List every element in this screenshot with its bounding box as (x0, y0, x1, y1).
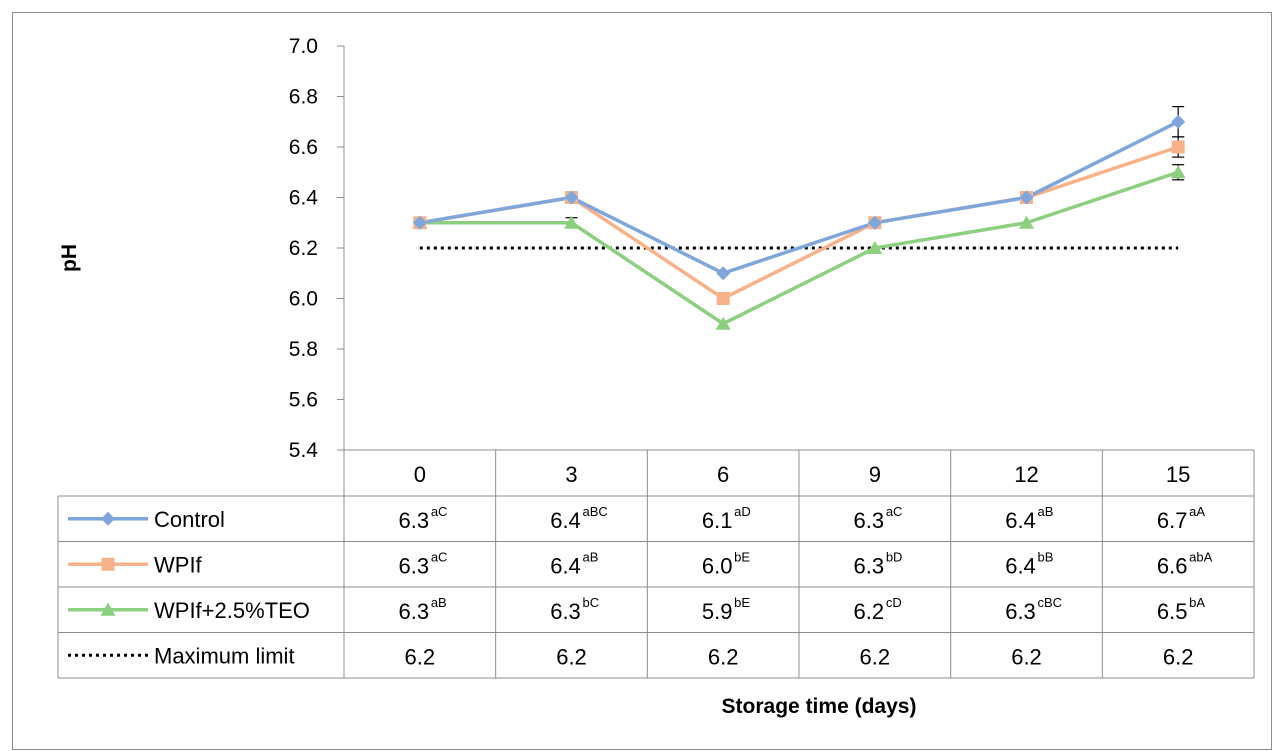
table-cell-letters: aA (1189, 504, 1205, 519)
table-cell-letters: aC (431, 549, 448, 564)
table-cell-value: 6.6 (1157, 553, 1188, 578)
data-point (564, 190, 579, 205)
table-cell-value: 6.4 (1005, 553, 1036, 578)
y-tick-label: 6.4 (289, 187, 319, 210)
data-point (1019, 190, 1034, 205)
table-cell-letters: aD (734, 504, 751, 519)
x-category-label: 3 (565, 462, 577, 487)
table-cell-value: 6.2 (708, 644, 739, 669)
y-tick-label: 6.8 (289, 86, 318, 109)
table-cell-value: 6.2 (405, 644, 436, 669)
y-tick-label: 6.2 (289, 237, 318, 260)
table-cell-letters: aC (886, 504, 903, 519)
table-cell-value: 6.3 (399, 508, 430, 533)
table-cell-letters: bC (583, 595, 600, 610)
y-tick-label: 5.8 (289, 338, 318, 361)
table-cell-letters: bB (1038, 549, 1054, 564)
table-cell-value: 6.3 (1005, 599, 1036, 624)
legend-series-name: Maximum limit (154, 643, 295, 668)
x-axis-title: Storage time (days) (722, 695, 917, 718)
table-cell-value: 6.2 (556, 644, 587, 669)
y-tick-label: 5.4 (289, 439, 319, 462)
table-cell-letters: aB (431, 595, 447, 610)
table-cell-letters: aC (431, 504, 448, 519)
table-cell-letters: bA (1189, 595, 1205, 610)
series-line (419, 170, 1179, 326)
y-tick-label: 6.0 (289, 288, 318, 311)
data-point (867, 241, 883, 254)
y-tick-label: 7.0 (289, 35, 318, 58)
table-cell-value: 6.2 (1011, 644, 1042, 669)
y-tick-label: 5.6 (289, 389, 318, 412)
legend-key-marker (100, 602, 116, 616)
x-category-label: 9 (869, 462, 881, 487)
table-cell-value: 6.5 (1157, 599, 1188, 624)
table-cell-value: 6.4 (1005, 508, 1036, 533)
legend-key-marker (101, 557, 115, 571)
table-cell-value: 6.1 (702, 508, 733, 533)
table-cell-value: 6.3 (854, 553, 885, 578)
data-point (867, 215, 882, 230)
series-line (419, 120, 1179, 275)
table-cell-value: 6.2 (1163, 644, 1194, 669)
y-tick-label: 6.6 (289, 136, 318, 159)
table-cell-value: 6.0 (702, 553, 733, 578)
x-category-label: 12 (1014, 462, 1038, 487)
table-cell-letters: aB (583, 549, 599, 564)
table-cell-value: 6.3 (399, 553, 430, 578)
data-point (1019, 215, 1034, 229)
table-cell-value: 6.3 (550, 599, 581, 624)
table-cell-letters: cD (886, 595, 902, 610)
table-cell-letters: bE (734, 549, 750, 564)
table-cell-value: 6.3 (399, 599, 430, 624)
table-cell-letters: cBC (1038, 595, 1063, 610)
table-cell-value: 6.4 (550, 553, 581, 578)
table-cell-value: 6.4 (550, 508, 581, 533)
table-cell-value: 6.2 (860, 644, 891, 669)
legend-series-name: WPIf+2.5%TEO (154, 598, 310, 623)
data-point (716, 292, 730, 305)
table-cell-letters: bD (886, 549, 903, 564)
x-category-label: 15 (1166, 462, 1190, 487)
data-point (1171, 140, 1185, 154)
legend-series-name: WPIf (154, 552, 203, 577)
x-category-label: 6 (717, 462, 729, 487)
x-category-label: 0 (414, 462, 426, 487)
data-point (412, 215, 427, 230)
table-cell-value: 6.2 (854, 599, 885, 624)
chart-frame (12, 12, 1272, 750)
data-point (1170, 165, 1186, 179)
table-cell-value: 5.9 (702, 599, 733, 624)
table-cell-letters: abA (1189, 549, 1212, 564)
table-cell-letters: aBC (583, 504, 608, 519)
table-cell-value: 6.7 (1157, 508, 1188, 533)
table-cell-letters: bE (734, 595, 750, 610)
legend-series-name: Control (154, 507, 225, 532)
y-axis-title: pH (58, 244, 81, 272)
data-point (716, 266, 731, 281)
legend-key-marker (101, 511, 115, 526)
data-point (715, 316, 731, 330)
data-point (564, 215, 579, 229)
table-cell-letters: aB (1038, 504, 1054, 519)
table-cell-value: 6.3 (854, 508, 885, 533)
data-point (1171, 114, 1186, 129)
